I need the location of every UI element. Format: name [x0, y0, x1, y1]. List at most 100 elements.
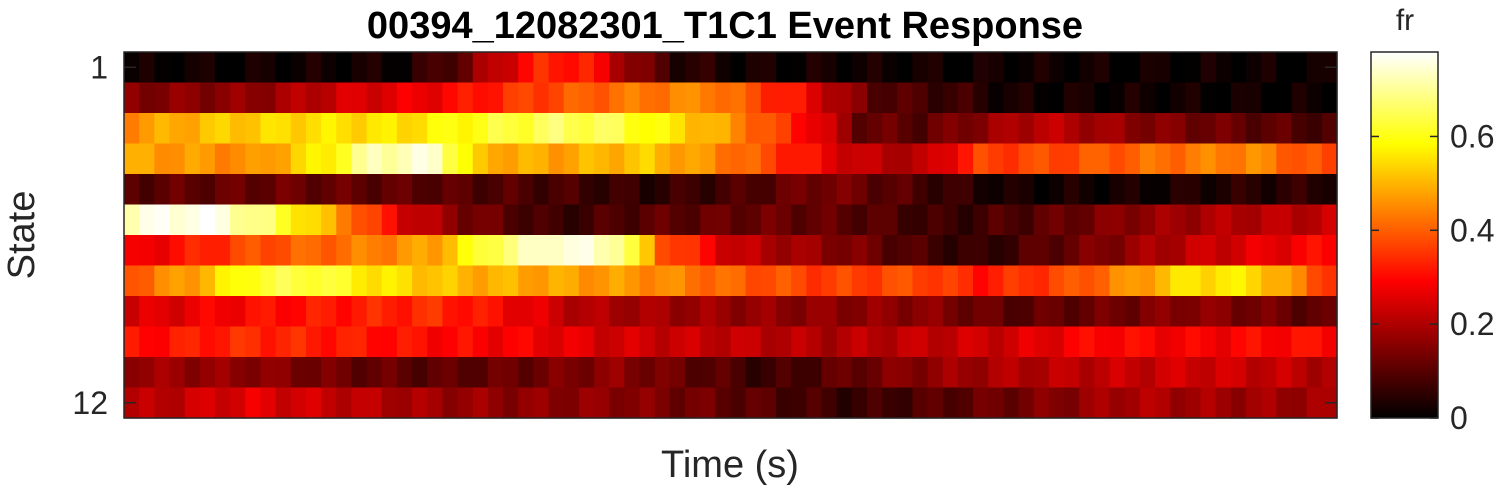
heatmap-cell: [927, 174, 944, 206]
heatmap-cell: [927, 143, 944, 175]
heatmap-cell: [396, 387, 413, 419]
heatmap-cell: [533, 52, 550, 84]
heatmap-cell: [851, 82, 868, 114]
heatmap-cell: [1094, 113, 1111, 145]
heatmap-cell: [912, 296, 929, 328]
heatmap-cell: [700, 296, 716, 328]
chart-title: 00394_12082301_T1C1 Event Response: [367, 5, 1083, 47]
heatmap-cell: [169, 204, 186, 236]
heatmap-cell: [1139, 265, 1156, 297]
heatmap-cell: [169, 326, 186, 358]
heatmap-cell: [1246, 204, 1262, 236]
heatmap-cell: [503, 296, 519, 328]
heatmap-cell: [1246, 296, 1262, 328]
heatmap-cell: [578, 296, 595, 328]
heatmap-cell: [381, 235, 398, 267]
heatmap-cell: [730, 82, 747, 114]
heatmap-cell: [124, 204, 140, 236]
heatmap-cell: [851, 265, 868, 297]
heatmap-cell: [1306, 204, 1323, 236]
heatmap-cell: [154, 357, 171, 389]
heatmap-cell: [199, 204, 216, 236]
heatmap-cell: [927, 357, 944, 389]
heatmap-cell: [230, 387, 246, 419]
heatmap-cell: [1155, 143, 1171, 175]
heatmap-cell: [912, 52, 929, 84]
heatmap-cell: [609, 82, 625, 114]
heatmap-cell: [927, 326, 944, 358]
heatmap-cell: [442, 52, 459, 84]
heatmap-cell: [1230, 143, 1247, 175]
heatmap-cell: [518, 113, 534, 145]
heatmap-cell: [563, 326, 580, 358]
heatmap-cell: [548, 265, 565, 297]
heatmap-cell: [715, 357, 732, 389]
heatmap-cell: [882, 143, 898, 175]
heatmap-cell: [214, 204, 231, 236]
heatmap-cell: [442, 235, 459, 267]
heatmap-cell: [245, 296, 262, 328]
heatmap-cell: [1109, 326, 1126, 358]
heatmap-cell: [1306, 265, 1323, 297]
heatmap-cell: [457, 296, 474, 328]
heatmap-cell: [503, 52, 519, 84]
heatmap-cell: [1170, 387, 1186, 419]
heatmap-cell: [897, 235, 914, 267]
heatmap-cell: [1170, 174, 1186, 206]
heatmap-cell: [381, 82, 398, 114]
heatmap-cell: [988, 235, 1005, 267]
heatmap-cell: [639, 174, 656, 206]
heatmap-cell: [1261, 52, 1277, 84]
heatmap-cell: [1321, 357, 1338, 389]
heatmap-cell: [1230, 357, 1247, 389]
heatmap-cell: [851, 204, 868, 236]
heatmap-cell: [472, 296, 489, 328]
heatmap-cell: [1155, 235, 1171, 267]
heatmap-cell: [427, 113, 444, 145]
heatmap-cell: [851, 326, 868, 358]
heatmap-cell: [1094, 143, 1111, 175]
heatmap-cell: [321, 296, 337, 328]
heatmap-cell: [412, 82, 428, 114]
heatmap-cell: [609, 387, 625, 419]
heatmap-cell: [578, 265, 595, 297]
heatmap-cell: [396, 52, 413, 84]
heatmap-cell: [154, 326, 171, 358]
heatmap-cell: [700, 174, 716, 206]
heatmap-cell: [503, 326, 519, 358]
heatmap-cell: [1048, 296, 1065, 328]
heatmap-cell: [745, 296, 762, 328]
heatmap-cell: [336, 82, 353, 114]
heatmap-cell: [1079, 387, 1095, 419]
heatmap-cell: [685, 204, 701, 236]
colorbar-label: fr: [1396, 4, 1414, 37]
heatmap-cell: [1079, 143, 1095, 175]
heatmap-cell: [654, 387, 671, 419]
heatmap-cell: [1124, 357, 1141, 389]
heatmap-cell: [1155, 296, 1171, 328]
heatmap-cell: [518, 52, 534, 84]
heatmap-cell: [214, 326, 231, 358]
heatmap-cell: [1261, 235, 1277, 267]
heatmap-cell: [791, 357, 807, 389]
heatmap-cell: [199, 326, 216, 358]
heatmap-cell: [1230, 235, 1247, 267]
heatmap-cell: [184, 204, 201, 236]
heatmap-cell: [927, 235, 944, 267]
heatmap-cell: [214, 296, 231, 328]
heatmap-cell: [305, 235, 322, 267]
heatmap-cell: [654, 204, 671, 236]
heatmap-cell: [624, 143, 641, 175]
heatmap-cell: [321, 113, 337, 145]
heatmap-cell: [851, 174, 868, 206]
heatmap-cell: [336, 174, 353, 206]
heatmap-cell: [1109, 387, 1126, 419]
heatmap-cell: [791, 296, 807, 328]
heatmap-cell: [578, 235, 595, 267]
heatmap-cell: [821, 357, 838, 389]
heatmap-cell: [942, 357, 959, 389]
heatmap-cell: [184, 52, 201, 84]
heatmap-cell: [275, 387, 292, 419]
heatmap-cell: [882, 265, 898, 297]
